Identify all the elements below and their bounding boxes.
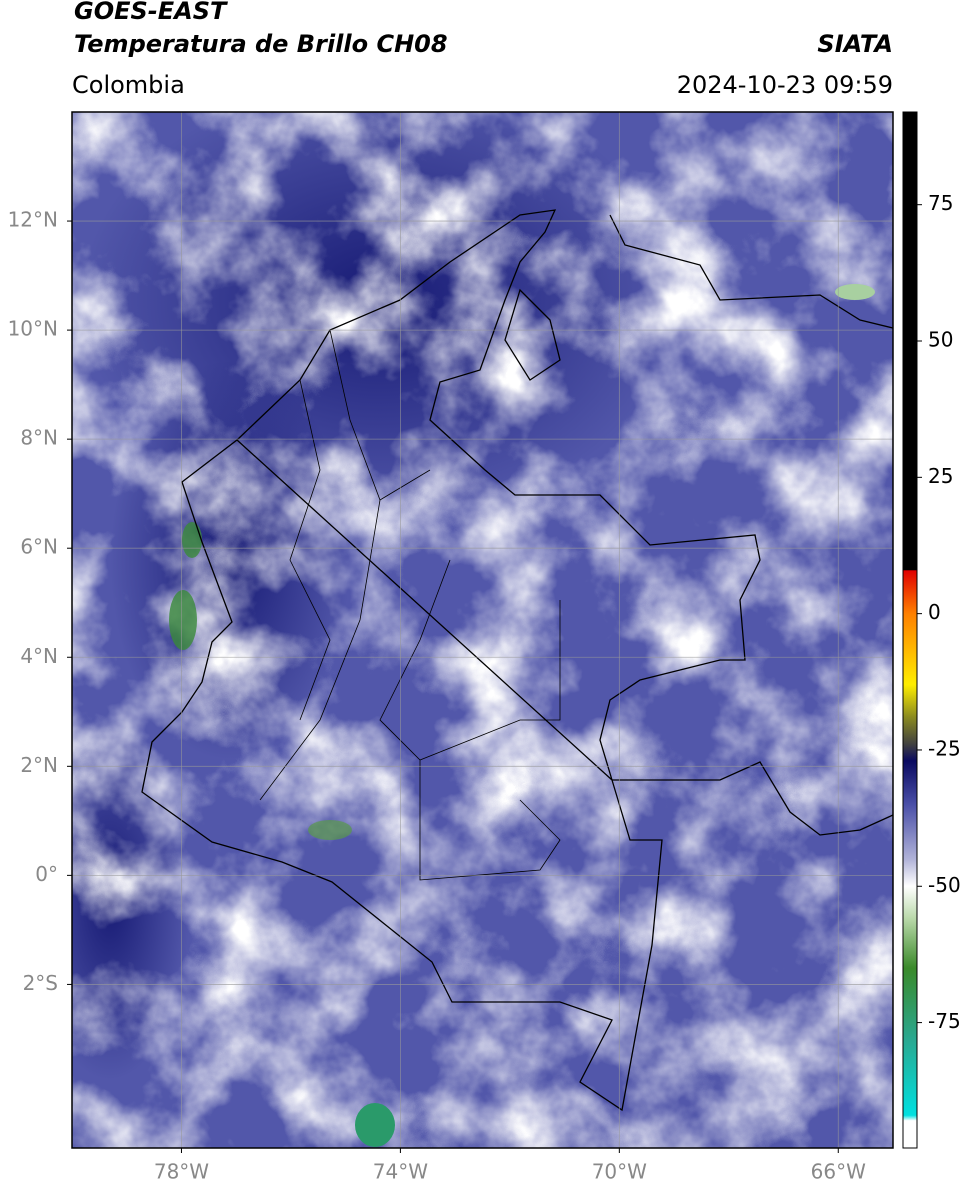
colorbar-tick-label: 75	[928, 191, 953, 215]
x-tick-label: 70°W	[592, 1160, 647, 1184]
region: Colombia	[72, 71, 185, 99]
colorbar-tick-label: 25	[928, 464, 953, 488]
source: SIATA	[817, 30, 893, 58]
title: GOES-EAST	[74, 0, 228, 25]
y-tick-label: 10°N	[8, 317, 58, 341]
map-frame	[71, 111, 894, 1149]
y-tick-label: 2°N	[20, 753, 58, 777]
y-tick-label: 12°N	[8, 208, 58, 232]
borders	[141, 209, 893, 1112]
colorbar	[902, 111, 918, 1149]
colorbar-tick-label: 50	[928, 328, 953, 352]
subtitle: Temperatura de Brillo CH08	[74, 30, 448, 58]
colorbar-tick-label: 0	[928, 600, 941, 624]
colorbar-tick-label: -75	[928, 1009, 961, 1033]
department-borders	[259, 329, 561, 881]
colorbar-tick-label: -25	[928, 736, 961, 760]
warm-spot	[169, 590, 197, 650]
x-tick-label: 66°W	[811, 1160, 866, 1184]
datetime: 2024-10-23 09:59	[677, 71, 893, 99]
warm-spot	[308, 820, 352, 840]
warm-spot	[355, 1103, 395, 1147]
y-tick-label: 8°N	[20, 426, 58, 450]
x-tick-label: 78°W	[154, 1160, 209, 1184]
y-tick-label: 6°N	[20, 535, 58, 559]
y-tick-label: 4°N	[20, 644, 58, 668]
warm-spot	[182, 522, 202, 558]
y-tick-label: 0°	[35, 862, 58, 886]
grid	[72, 112, 893, 1148]
x-tick-label: 74°W	[373, 1160, 428, 1184]
cloud-texture	[72, 112, 893, 1148]
y-tick-label: 2°S	[23, 971, 58, 995]
satellite-image	[72, 112, 893, 1148]
colorbar-tick-label: -50	[928, 873, 961, 897]
warm-spot	[835, 284, 875, 300]
